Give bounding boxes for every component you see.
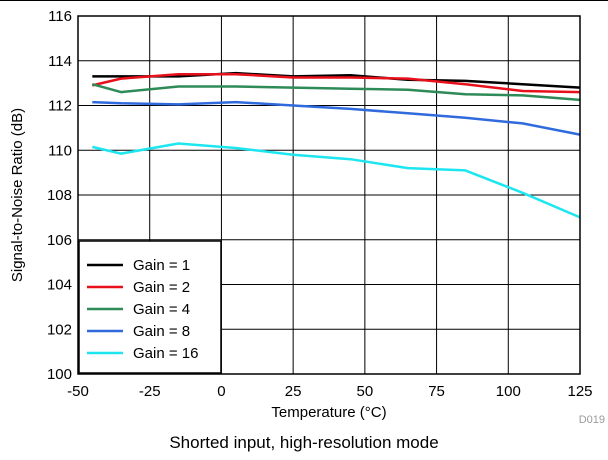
x-tick-label: -25 (139, 383, 161, 400)
y-tick-label: 110 (48, 142, 72, 159)
y-tick-label: 112 (48, 98, 72, 115)
y-tick-label: 108 (47, 187, 72, 204)
x-tick-label: 125 (567, 383, 592, 400)
y-tick-labels: 100 102 104 106 108 110 112 114 116 (47, 8, 72, 383)
legend-entry: Gain = 8 (133, 323, 190, 340)
x-tick-label: -50 (67, 383, 89, 400)
x-tick-label: 50 (357, 383, 374, 400)
x-axis-label: Temperature (°C) (271, 404, 386, 421)
legend-entry: Gain = 1 (133, 257, 190, 274)
x-tick-labels: -50 -25 0 25 50 75 100 125 (67, 383, 592, 400)
x-tick-label: 100 (496, 383, 521, 400)
y-tick-label: 106 (47, 232, 72, 249)
legend-entry: Gain = 16 (133, 345, 198, 362)
series-line-gain-5 (92, 142, 581, 219)
x-tick-label: 25 (285, 383, 302, 400)
series-lines (91, 71, 581, 219)
legend: Gain = 1 Gain = 2 Gain = 4 Gain = 8 Gain = 1… (78, 240, 222, 374)
figure-code: D019 (579, 414, 605, 426)
y-tick-label: 116 (48, 8, 72, 25)
series-line-gain-3 (91, 82, 581, 102)
y-axis-label: Signal-to-Noise Ratio (dB) (9, 108, 26, 282)
figure-caption: Shorted input, high-resolution mode (169, 433, 438, 452)
series-line-gain-4 (92, 100, 581, 136)
x-tick-label: 0 (217, 383, 225, 400)
y-tick-label: 100 (47, 366, 72, 383)
legend-entry: Gain = 4 (133, 301, 190, 318)
plot-frame (77, 15, 581, 375)
series-line-gain-2 (92, 72, 581, 94)
y-tick-label: 114 (48, 53, 72, 70)
y-tick-label: 102 (47, 321, 72, 338)
legend-box (78, 240, 222, 374)
x-tick-label: 75 (428, 383, 445, 400)
legend-entry: Gain = 2 (133, 279, 190, 296)
y-tick-label: 104 (47, 277, 72, 294)
top-border-line (0, 0, 608, 1)
